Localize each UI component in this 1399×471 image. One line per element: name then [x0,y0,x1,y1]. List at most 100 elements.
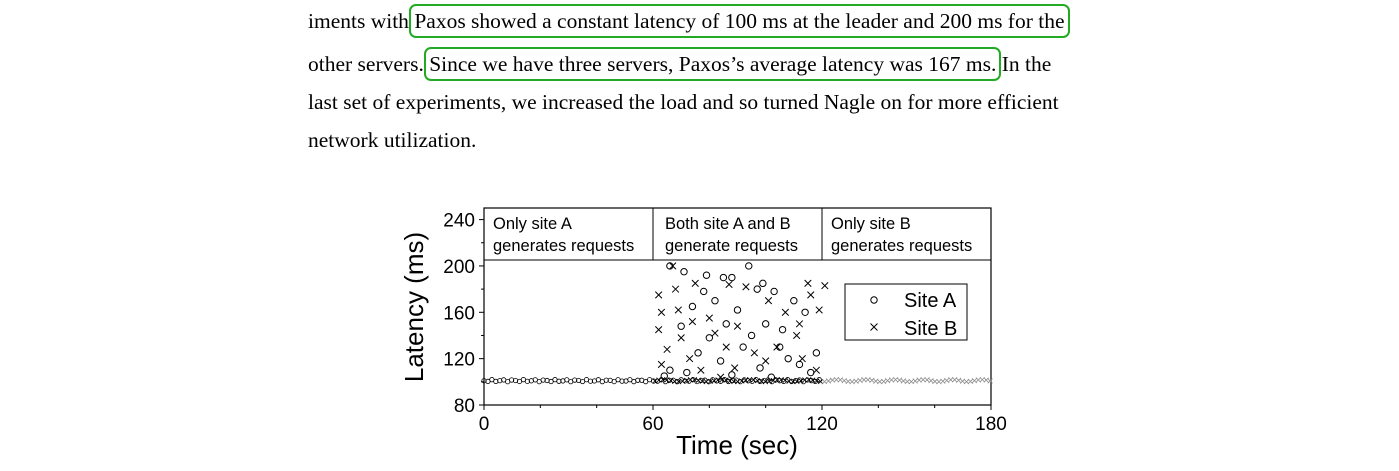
site-a-point [728,273,736,282]
site-b-point [663,345,671,354]
site-b-point [654,326,663,334]
site-a-point [733,306,742,314]
site-b-point [685,354,694,363]
site-a-point [680,268,688,276]
site-a-point [801,308,809,316]
site-a-point [756,364,764,372]
site-b-point [798,354,806,363]
x-tick-label: 0 [479,414,490,435]
site-a-baseline-point [816,377,822,383]
site-a-point [702,271,711,279]
site-a-point [790,297,798,305]
legend-site-a-marker [870,296,878,304]
site-a-point [694,349,702,357]
highlighted-sentence-1: Paxos showed a constant latency of 100 m… [409,4,1070,38]
line1-text: iments with [308,9,415,33]
plot-border [483,207,992,406]
site-a-point [778,325,787,334]
phase-1-label-line2: generates requests [493,237,634,255]
y-tick-label: 80 [454,396,475,417]
paragraph-line-2: other servers. Since we have three serve… [308,47,1052,81]
site-a-point [807,368,815,377]
site-a-point [770,287,778,296]
site-b-point [691,279,699,287]
site-b-point [795,320,804,328]
site-b-point [705,314,713,322]
site-a-point [747,331,756,340]
site-b-point [742,283,750,291]
site-b-point [773,343,781,351]
site-a-baseline-point [635,377,641,383]
site-a-point [719,273,728,282]
legend-site-b-marker [870,323,878,331]
site-b-baseline-point [861,377,867,383]
site-a-point [759,279,767,288]
y-tick-label: 160 [443,303,475,324]
highlighted-sentence-2: Since we have three servers, Paxos’s ave… [424,47,1002,81]
site-b-point [674,306,683,314]
site-a-point [683,368,691,377]
site-b-baseline-point [825,378,832,384]
site-a-baseline-point [524,378,530,384]
legend-site-b-label: Site B [904,318,957,340]
site-a-point [812,349,821,357]
site-b-baseline-point [695,377,702,384]
line2-tail: In the [996,52,1052,76]
axis-ticks: 0 60 120 180 80 120 160 200 240 [443,211,1007,435]
phase-2-label-line2: generate requests [665,237,798,255]
phase-2-label-line1: Both site A and B [665,215,791,233]
x-tick-label: 60 [642,414,663,435]
site-b-baseline-point [739,378,745,384]
site-b-point [815,306,823,314]
site-b-point [725,280,733,289]
site-a-point [753,285,761,293]
site-b-point [669,262,677,270]
site-b-baseline-point [869,377,875,384]
x-tick-label: 180 [975,414,1007,435]
x-axis-label: Time (sec) [676,430,798,460]
x-tick-label: 120 [806,414,838,435]
site-b-point [762,357,770,365]
site-b-point [716,373,725,381]
site-a-baseline-point [650,378,657,384]
data-points [654,262,829,381]
y-axis-label: Latency (ms) [399,232,429,382]
phase-1-label-line1: Only site A [493,215,572,233]
site-a-point [767,373,775,381]
y-tick-label: 120 [443,350,475,371]
site-b-baseline-point [782,377,788,384]
chart-frame: Only site A generates requests Both site… [399,207,992,460]
site-b-baseline-point [731,378,737,385]
site-b-point [697,366,705,374]
site-b-point [733,322,742,330]
site-a-point [660,372,668,380]
site-b-point [792,331,801,340]
site-a-point [711,297,719,305]
phase-3-label-line2: generates requests [831,237,972,255]
site-b-point [764,297,773,305]
site-b-point [657,308,666,316]
phase-3-label-line1: Only site B [831,215,911,233]
site-b-point [671,285,680,293]
site-b-point [731,364,739,372]
site-a-baseline-point [587,378,594,384]
site-a-baseline-point [556,378,562,384]
site-b-point [711,329,719,337]
site-a-baseline-point [619,378,625,384]
site-b-baseline-point [687,377,694,383]
site-a-point [784,354,792,363]
site-b-baseline-point [955,377,962,384]
site-b-baseline-point [912,378,918,384]
site-b-baseline-point [652,378,658,384]
site-b-point [804,279,812,287]
legend-site-a-label: Site A [904,290,957,312]
site-a-point [688,302,697,311]
site-b-baseline-point [817,378,824,385]
site-b-point [750,349,759,357]
site-b-baseline-point [904,378,911,385]
site-a-point [677,322,685,330]
site-b-point [688,317,697,326]
site-b-point [654,291,663,299]
site-a-point [705,334,714,342]
site-a-baseline-point [603,377,609,383]
